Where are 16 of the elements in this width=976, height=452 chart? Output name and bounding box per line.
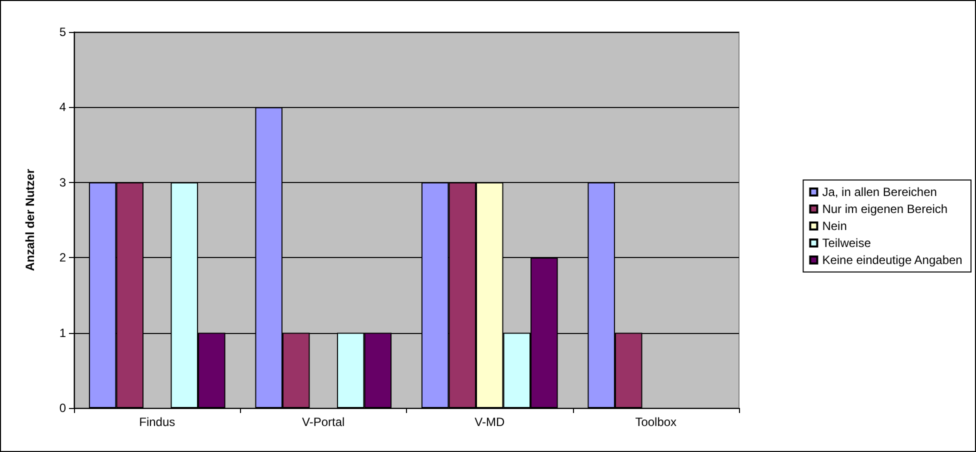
legend-label: Keine eindeutige Angaben <box>822 253 962 267</box>
legend-label: Teilweise <box>822 236 872 250</box>
x-tick-label: Findus <box>139 415 176 429</box>
y-tick-label: 4 <box>59 100 66 114</box>
y-tick-label: 5 <box>59 25 66 39</box>
y-axis-title: Anzahl der Nutzer <box>23 168 37 272</box>
x-tick-label: V-Portal <box>302 415 345 429</box>
x-tick-label: V-MD <box>474 415 505 429</box>
legend-label: Nur im eigenen Bereich <box>822 202 948 216</box>
legend-label: Nein <box>822 219 847 233</box>
y-tick-label: 0 <box>59 401 66 415</box>
y-tick-label: 1 <box>59 326 66 340</box>
y-tick-label: 3 <box>59 175 66 190</box>
legend-label: Ja, in allen Bereichen <box>822 185 937 199</box>
x-tick-label: Toolbox <box>635 415 677 429</box>
y-tick-label: 2 <box>59 250 66 265</box>
